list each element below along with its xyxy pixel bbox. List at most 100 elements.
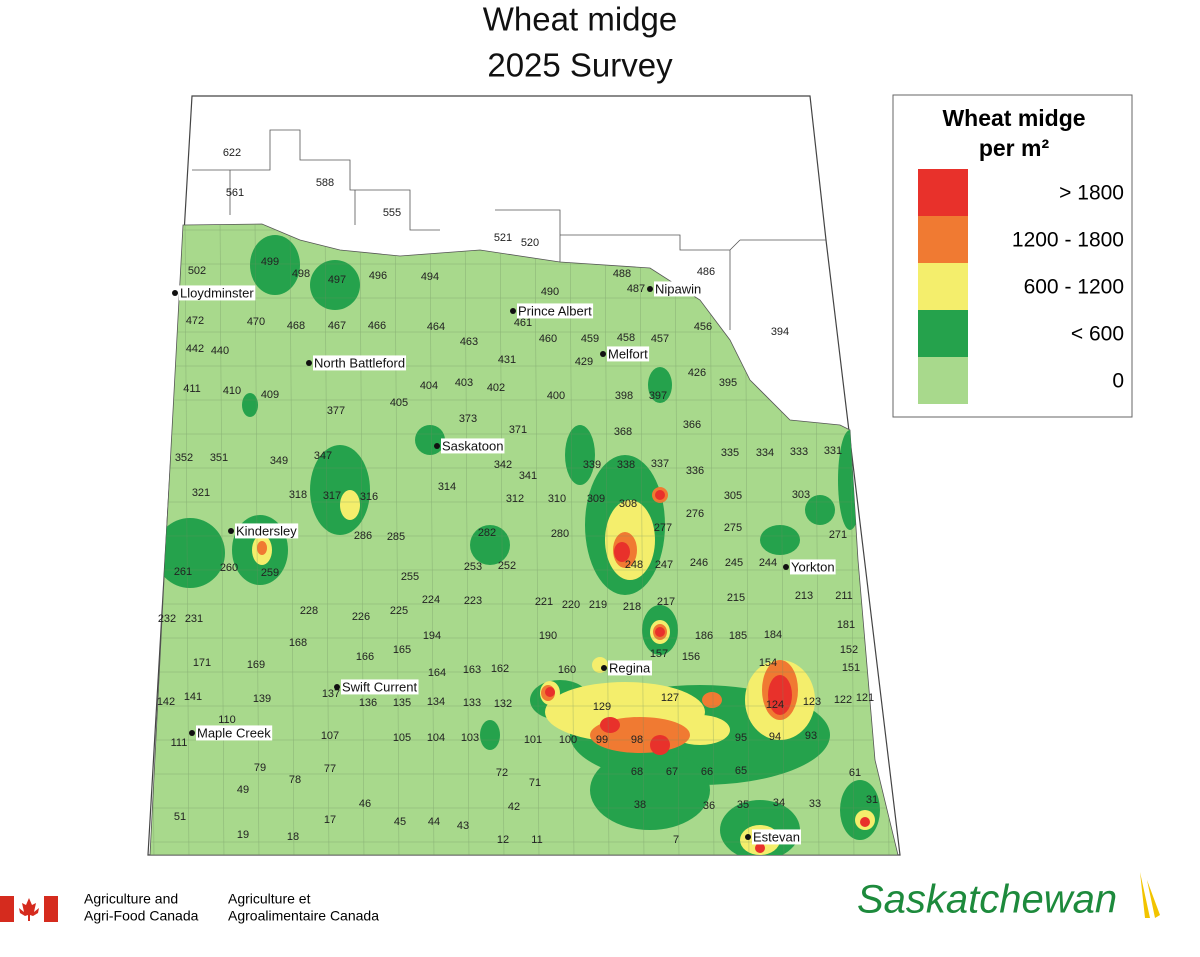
density-patch <box>755 843 765 853</box>
rm-number: 43 <box>457 820 469 832</box>
rm-number: 105 <box>393 732 411 744</box>
rm-number: 93 <box>805 730 817 742</box>
rm-number: 460 <box>539 333 557 345</box>
legend-label: > 1800 <box>1059 182 1124 205</box>
legend-label: 0 <box>1112 370 1124 393</box>
rm-number: 303 <box>792 489 810 501</box>
rm-number: 220 <box>562 599 580 611</box>
density-patch <box>590 750 710 830</box>
rm-number: 141 <box>184 691 202 703</box>
city-label: Yorkton <box>791 559 835 574</box>
rm-number: 163 <box>463 664 481 676</box>
rm-number: 225 <box>390 605 408 617</box>
rm-number: 215 <box>727 592 745 604</box>
rm-number: 68 <box>631 766 643 778</box>
rm-number: 123 <box>803 696 821 708</box>
rm-number: 271 <box>829 529 847 541</box>
rm-number: 154 <box>759 657 777 669</box>
rm-number: 377 <box>327 405 345 417</box>
rm-number: 459 <box>581 333 599 345</box>
rm-number: 464 <box>427 321 445 333</box>
density-patch <box>545 687 555 697</box>
rm-number: 18 <box>287 831 299 843</box>
city-label: Saskatoon <box>442 438 503 453</box>
rm-number: 490 <box>541 286 559 298</box>
rm-number: 429 <box>575 356 593 368</box>
rm-number: 151 <box>842 662 860 674</box>
rm-number: 333 <box>790 446 808 458</box>
rm-number: 104 <box>427 732 445 744</box>
rm-number: 347 <box>314 450 332 462</box>
rm-number: 168 <box>289 637 307 649</box>
city-dot <box>189 730 195 736</box>
rm-number: 139 <box>253 693 271 705</box>
city-dot <box>600 351 606 357</box>
rm-number: 308 <box>619 498 637 510</box>
rm-number: 334 <box>756 447 774 459</box>
rm-number: 224 <box>422 594 440 606</box>
city-label: Regina <box>609 660 651 675</box>
rm-number: 494 <box>421 271 439 283</box>
rm-number: 133 <box>463 697 481 709</box>
rm-number: 260 <box>220 562 238 574</box>
rm-number: 134 <box>427 696 445 708</box>
legend: > 1800 1200 - 1800 600 - 1200 < 600 0 <box>918 169 1124 404</box>
rm-number: 94 <box>769 731 781 743</box>
rm-number: 286 <box>354 530 372 542</box>
rm-number: 282 <box>478 527 496 539</box>
rm-number: 71 <box>529 777 541 789</box>
density-patch <box>470 525 510 565</box>
rm-number: 218 <box>623 601 641 613</box>
rm-number: 403 <box>455 377 473 389</box>
rm-number: 107 <box>321 730 339 742</box>
rm-number: 368 <box>614 426 632 438</box>
rm-number: 366 <box>683 419 701 431</box>
rm-number: 226 <box>352 611 370 623</box>
footer-text: Agri-Food Canada <box>84 908 199 924</box>
rm-number: 186 <box>695 630 713 642</box>
city-label-bg <box>179 285 256 301</box>
legend-title: per m² <box>979 135 1050 161</box>
rm-number: 156 <box>682 651 700 663</box>
rm-number: 45 <box>394 816 406 828</box>
rm-number: 466 <box>368 320 386 332</box>
rm-number: 321 <box>192 487 210 499</box>
rm-line <box>394 224 400 855</box>
rm-number: 36 <box>703 800 715 812</box>
rm-number: 520 <box>521 237 539 249</box>
rm-number: 470 <box>247 316 265 328</box>
density-patch <box>250 235 300 295</box>
rm-number: 318 <box>289 489 307 501</box>
rm-number: 103 <box>461 732 479 744</box>
rm-number: 137 <box>322 688 340 700</box>
density-patch <box>648 367 672 403</box>
northern-boundaries <box>192 129 826 330</box>
rm-number: 411 <box>183 383 201 395</box>
legend-swatch <box>918 263 968 310</box>
rm-number: 232 <box>158 613 176 625</box>
rm-number: 352 <box>175 452 193 464</box>
rm-line <box>289 224 295 855</box>
rm-number: 498 <box>292 268 310 280</box>
city-dot <box>306 360 312 366</box>
rm-line <box>604 224 610 855</box>
legend-label: 1200 - 1800 <box>1012 229 1124 252</box>
rm-number: 472 <box>186 315 204 327</box>
density-patch <box>340 490 360 520</box>
rm-number: 77 <box>324 763 336 775</box>
rm-number: 310 <box>548 493 566 505</box>
province-logo: Saskatchewan <box>857 878 1117 922</box>
city-label: Lloydminster <box>180 285 254 300</box>
rm-number: 165 <box>393 644 411 656</box>
rm-number: 276 <box>686 508 704 520</box>
rm-number: 184 <box>764 629 782 641</box>
rm-line <box>324 224 330 855</box>
rm-number: 7 <box>673 834 679 846</box>
density-patch <box>242 393 258 417</box>
rm-number: 487 <box>627 283 645 295</box>
rm-number: 467 <box>328 320 346 332</box>
rm-number: 397 <box>649 390 667 402</box>
city-dot <box>601 665 607 671</box>
rm-number: 110 <box>218 714 236 726</box>
rm-number: 261 <box>174 566 192 578</box>
